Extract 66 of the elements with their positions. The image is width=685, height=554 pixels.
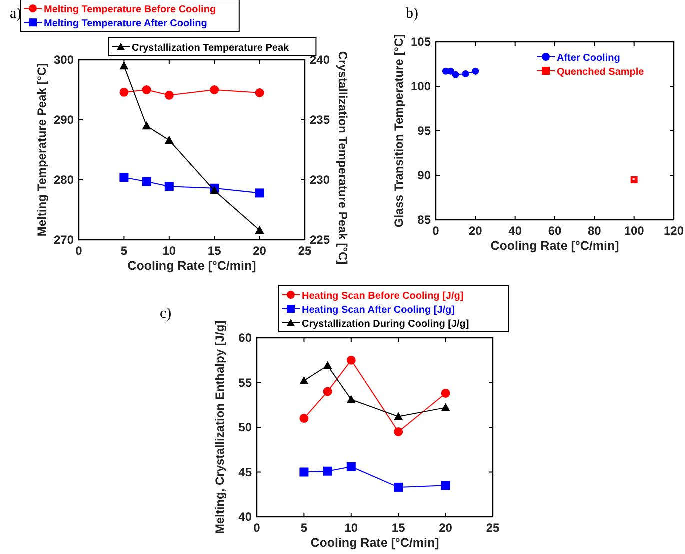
y-tick-label: 40: [238, 510, 252, 524]
x-tick-label: 25: [298, 244, 312, 258]
x-tick-label: 0: [76, 244, 83, 258]
x-tick-label: 60: [548, 224, 562, 238]
point: [300, 376, 309, 385]
point: [120, 173, 129, 182]
y2-tick-label: 230: [310, 173, 330, 187]
x-tick-label: 25: [486, 521, 500, 535]
point: [255, 188, 264, 198]
x-axis-title: Cooling Rate [°C/min]: [310, 536, 440, 550]
legend-label: Melting Temperature After Cooling: [44, 18, 208, 30]
y-tick-label: 90: [418, 168, 432, 182]
y-tick-label: 60: [238, 331, 252, 345]
y2-tick-label: 240: [310, 53, 330, 67]
y2-axis-title: Crystallization Temperature Peak [°C]: [336, 51, 350, 265]
point: [255, 88, 264, 98]
x-tick-label: 15: [392, 521, 406, 535]
y-tick-label: 270: [54, 233, 74, 247]
x-tick-label: 0: [432, 224, 440, 238]
legend-label: Crystallization Temperature Peak: [132, 43, 290, 54]
y-tick-label: 105: [410, 35, 432, 49]
x-tick-label: 80: [588, 224, 602, 238]
point: [441, 403, 450, 412]
x-tick-label: 20: [439, 521, 453, 535]
x-tick-label: 10: [162, 244, 176, 258]
chart-title: c): [160, 306, 172, 322]
x-tick-label: 0: [254, 521, 261, 535]
x-tick-label: 10: [344, 521, 358, 535]
point: [300, 468, 309, 477]
x-tick-label: 20: [468, 224, 483, 238]
y2-tick-label: 235: [310, 113, 330, 127]
y-tick-label: 85: [418, 213, 432, 227]
legend-label: Crystallization During Cooling [J/g]: [302, 319, 470, 330]
y-tick-label: 50: [238, 420, 252, 434]
legend-label: After Cooling: [557, 53, 620, 64]
x-tick-label: 5: [300, 521, 308, 535]
point: [630, 176, 638, 184]
y-axis-title: Glass Transition Temperature [°C]: [392, 34, 406, 228]
y-axis-title: Melting, Crystallization Enthalpy [J/g]: [213, 320, 227, 534]
point: [300, 414, 309, 424]
x-axis-title: Cooling Rate [°C/min]: [490, 239, 620, 253]
point: [441, 388, 450, 398]
y-tick-label: 290: [54, 113, 74, 127]
x-tick-label: 120: [664, 224, 684, 238]
y2-tick-label: 225: [310, 233, 330, 247]
x-tick-label: 40: [508, 224, 522, 238]
y-tick-label: 280: [54, 173, 74, 187]
x-tick-label: 100: [624, 224, 645, 238]
y-tick-label: 45: [238, 465, 252, 480]
y-tick-label: 300: [54, 53, 74, 67]
chart-title: b): [406, 6, 418, 22]
legend-label: Quenched Sample: [557, 67, 645, 78]
legend-label: Melting Temperature Before Cooling: [44, 4, 216, 16]
y-tick-label: 95: [418, 124, 432, 138]
point: [255, 226, 264, 234]
y-tick-label: 55: [238, 376, 252, 390]
legend-label: Heating Scan Before Cooling [J/g]: [302, 291, 464, 302]
x-tick-label: 20: [253, 244, 267, 258]
x-tick-label: 5: [120, 244, 128, 258]
legend-label: Heating Scan After Cooling [J/g]: [302, 305, 455, 316]
y-axis-title: Melting Temperature Peak [°C]: [35, 63, 49, 237]
x-axis-title: Cooling Rate [°C/min]: [128, 259, 256, 273]
point: [120, 88, 129, 97]
point: [441, 481, 450, 490]
x-tick-label: 15: [208, 244, 222, 258]
y-tick-label: 100: [410, 80, 432, 94]
